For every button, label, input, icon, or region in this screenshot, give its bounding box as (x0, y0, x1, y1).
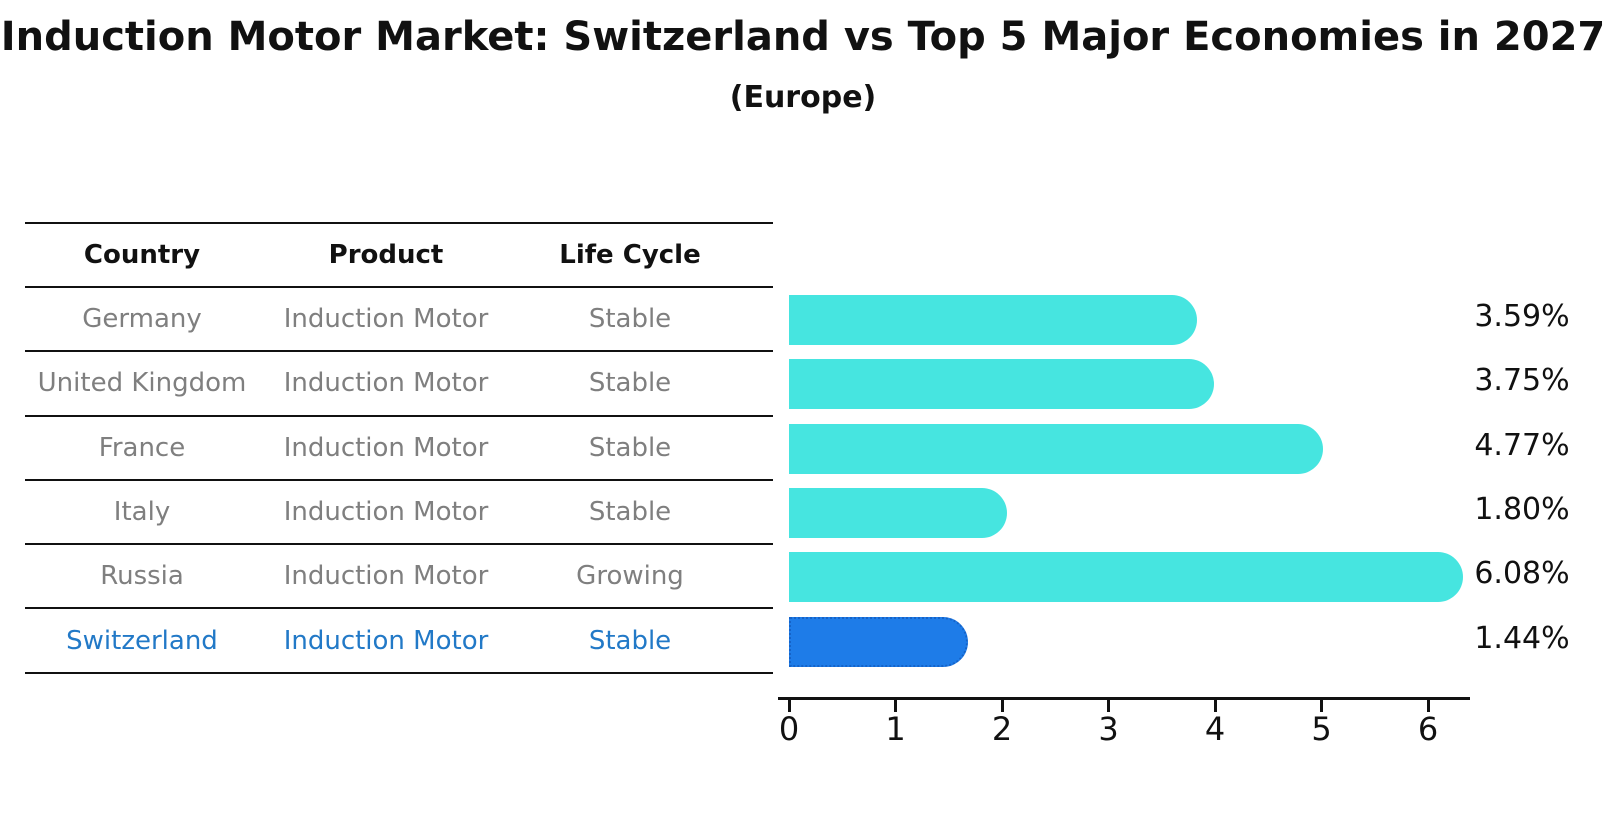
table-row: Switzerland Induction Motor Stable (25, 609, 773, 674)
table-cell-lifecycle: Stable (588, 304, 672, 335)
table-cell-product: Induction Motor (283, 497, 489, 528)
table-header-country: Country (83, 240, 201, 270)
table-header-product: Product (328, 240, 444, 270)
bar (789, 423, 1323, 474)
table-cell-product: Induction Motor (283, 625, 489, 656)
table-cell-lifecycle: Stable (588, 368, 672, 399)
x-tick-label: 2 (991, 710, 1013, 748)
table-cell-product: Induction Motor (283, 368, 489, 399)
x-tick (894, 700, 897, 712)
bar (789, 616, 969, 667)
x-tick (1000, 700, 1004, 712)
table-cell-country: Italy (113, 497, 171, 528)
table-body: Germany Induction Motor Stable United Kingd… (25, 288, 773, 674)
table-cell-lifecycle: Growing (576, 561, 684, 592)
x-tick-label: 1 (885, 710, 906, 748)
bar (789, 488, 1007, 539)
x-tick-label: 6 (1417, 710, 1439, 748)
x-tick-label: 5 (1311, 710, 1332, 748)
table-row: United Kingdom Induction Motor Stable (25, 352, 773, 417)
bar (789, 359, 1215, 410)
x-tick (1213, 700, 1217, 712)
bar (789, 295, 1198, 346)
x-tick (1320, 700, 1323, 712)
table-cell-country: Germany (82, 304, 202, 335)
chart-subtitle: (Europe) (729, 80, 877, 115)
table-cell-country: Russia (100, 561, 184, 592)
bar-value-label: 6.08% (1474, 556, 1570, 592)
x-axis-line (778, 697, 1470, 700)
table-row: Russia Induction Motor Growing (25, 545, 773, 610)
x-tick (1426, 700, 1430, 712)
bar-value-label: 4.77% (1474, 427, 1570, 463)
bar-value-label: 3.59% (1474, 299, 1570, 335)
x-tick (1107, 700, 1110, 712)
bar-value-label: 3.75% (1474, 363, 1570, 399)
table-row: France Induction Motor Stable (25, 417, 773, 481)
table-cell-country: Switzerland (66, 625, 218, 656)
table-cell-country: France (98, 432, 186, 463)
table-cell-product: Induction Motor (283, 561, 489, 592)
country-table: Country Product Life Cycle Germany Induct… (25, 222, 773, 674)
x-tick-label: 4 (1204, 710, 1226, 748)
bar (789, 552, 1463, 603)
table-row: Italy Induction Motor Stable (25, 481, 773, 546)
table-row: Germany Induction Motor Stable (25, 288, 773, 353)
bar-value-label: 1.44% (1474, 620, 1570, 656)
x-tick-label: 0 (778, 710, 800, 748)
table-header-lifecycle: Life Cycle (559, 240, 701, 270)
chart-title: Induction Motor Market: Switzerland vs T… (0, 14, 1606, 60)
table-cell-product: Induction Motor (283, 304, 489, 335)
x-tick-label: 3 (1098, 710, 1119, 748)
bar-value-label: 1.80% (1474, 492, 1570, 528)
table-cell-lifecycle: Stable (588, 625, 672, 656)
table-cell-lifecycle: Stable (588, 497, 672, 528)
table-cell-country: United Kingdom (37, 368, 247, 399)
x-tick (787, 700, 791, 712)
table-cell-product: Induction Motor (283, 432, 489, 463)
table-cell-lifecycle: Stable (588, 432, 672, 463)
table-header-row: Country Product Life Cycle (25, 222, 773, 288)
